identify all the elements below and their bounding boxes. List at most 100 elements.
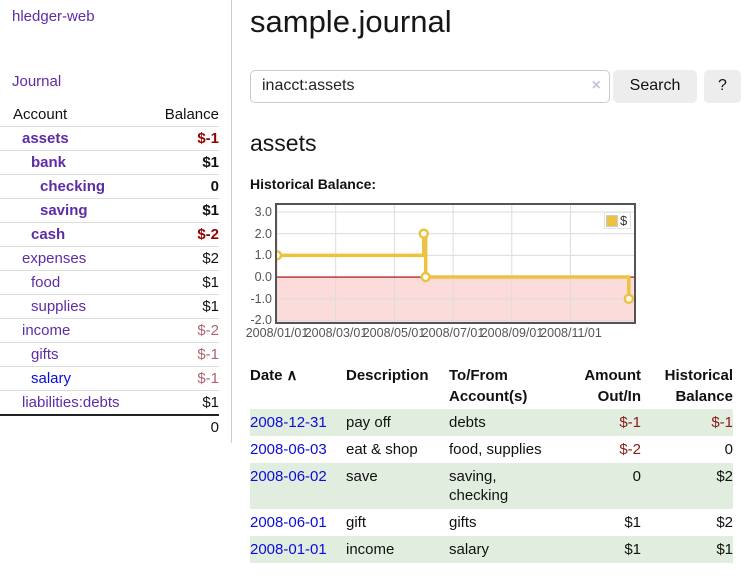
register-row: 2008-06-02 save saving, checking 0 $2 xyxy=(250,463,733,510)
account-row-bank: bank $1 xyxy=(0,150,219,175)
search-form: × Search ? xyxy=(250,69,742,103)
account-balance: $1 xyxy=(150,198,219,223)
transaction-date-link[interactable]: 2008-01-01 xyxy=(250,541,327,559)
account-link-assets[interactable]: assets xyxy=(22,130,69,147)
transaction-description: income xyxy=(346,541,395,559)
account-row-supplies: supplies $1 xyxy=(0,294,219,319)
account-link-cash[interactable]: cash xyxy=(31,226,66,243)
account-balance: $1 xyxy=(150,150,219,175)
transaction-accounts: gifts xyxy=(449,514,477,532)
transaction-balance: $2 xyxy=(716,468,733,486)
transaction-balance: 0 xyxy=(724,441,733,459)
clear-search-icon[interactable]: × xyxy=(591,76,601,94)
y-tick-label: 0.0 xyxy=(254,270,272,285)
chart-title-label: Historical Balance: xyxy=(250,176,377,193)
help-button[interactable]: ? xyxy=(704,69,741,103)
search-button[interactable]: Search xyxy=(613,69,697,103)
y-tick-label: 3.0 xyxy=(254,205,272,220)
register-header-balance: Historical Balance xyxy=(664,367,733,406)
y-tick-label: 1.0 xyxy=(254,248,272,263)
plot-border xyxy=(275,203,636,325)
account-balance: $-2 xyxy=(150,318,219,343)
data-point-marker xyxy=(623,293,635,305)
transaction-balance: $1 xyxy=(716,541,733,559)
sidebar-item-journal[interactable]: Journal xyxy=(12,73,62,90)
transaction-accounts: salary xyxy=(449,541,490,559)
account-balance: $-2 xyxy=(150,222,219,247)
account-link-expenses[interactable]: expenses xyxy=(22,250,87,267)
chart-plot-area xyxy=(275,203,636,325)
account-link-income[interactable]: income xyxy=(22,322,71,339)
x-tick-label: 2008/03/01 xyxy=(304,326,368,341)
account-balance: $2 xyxy=(150,246,219,271)
account-link-checking[interactable]: checking xyxy=(40,178,106,195)
accounts-header-row: Account Balance xyxy=(0,103,219,127)
transaction-amount: 0 xyxy=(632,468,641,486)
register-row: 2008-06-03 eat & shop food, supplies $-2… xyxy=(250,436,733,463)
account-row-salary: salary $-1 xyxy=(0,366,219,391)
register-table: Date ∧ Description To/From Account(s) Amo… xyxy=(250,363,733,564)
account-link-gifts[interactable]: gifts xyxy=(31,346,59,363)
account-row-checking: checking 0 xyxy=(0,174,219,199)
accounts-header-balance: Balance xyxy=(150,103,219,127)
account-link-salary[interactable]: salary xyxy=(31,370,72,387)
account-link-bank[interactable]: bank xyxy=(31,154,67,171)
account-row-food: food $1 xyxy=(0,270,219,295)
transaction-description: eat & shop xyxy=(346,441,418,459)
transaction-amount: $-2 xyxy=(619,441,641,459)
transaction-accounts: debts xyxy=(449,414,486,432)
account-balance: $-1 xyxy=(150,342,219,367)
accounts-total-row: 0 xyxy=(0,414,219,439)
legend-label: $ xyxy=(620,213,628,229)
account-link-saving[interactable]: saving xyxy=(40,202,88,219)
negative-region xyxy=(277,277,634,323)
account-link-food[interactable]: food xyxy=(31,274,61,291)
transaction-date-link[interactable]: 2008-06-03 xyxy=(250,441,327,459)
account-row-gifts: gifts $-1 xyxy=(0,342,219,367)
account-heading: assets xyxy=(250,129,317,156)
register-row: 2008-06-01 gift gifts $1 $2 xyxy=(250,509,733,536)
page-title: sample.journal xyxy=(250,4,452,39)
transaction-date-link[interactable]: 2008-06-01 xyxy=(250,514,327,532)
account-row-assets: assets $-1 xyxy=(0,126,219,151)
y-tick-label: -1.0 xyxy=(250,292,272,307)
transaction-description: gift xyxy=(346,514,367,532)
legend-swatch-icon xyxy=(606,214,618,227)
y-tick-label: 2.0 xyxy=(254,227,272,242)
account-balance: $1 xyxy=(202,394,219,411)
data-point-marker xyxy=(418,228,429,239)
transaction-accounts: saving, checking xyxy=(449,468,509,505)
transaction-amount: $1 xyxy=(624,541,641,559)
register-header-date[interactable]: Date ∧ xyxy=(250,367,298,385)
x-tick-label: 2008/05/01 xyxy=(362,326,426,341)
register-row: 2008-01-01 income salary $1 $1 xyxy=(250,536,733,564)
historical-balance-chart: 3.0 2.0 1.0 0.0 -1.0 -2.0 2008/01/01 2008/03/0… xyxy=(246,203,742,343)
x-tick-label: 2008/09/01 xyxy=(480,326,544,341)
data-point-marker xyxy=(420,271,431,283)
transaction-balance: $2 xyxy=(716,514,733,532)
transaction-amount: $1 xyxy=(624,514,641,532)
transaction-description: save xyxy=(346,468,378,486)
account-balance: $1 xyxy=(150,294,219,319)
transaction-description: pay off xyxy=(346,414,391,432)
account-row-income: income $-2 xyxy=(0,318,219,343)
account-balance: $-1 xyxy=(150,126,219,151)
account-link-supplies[interactable]: supplies xyxy=(31,298,87,315)
sidebar: hledger-web Journal Account Balance asse… xyxy=(0,0,232,443)
transaction-date-link[interactable]: 2008-06-02 xyxy=(250,468,327,486)
y-tick-label: -2.0 xyxy=(250,313,272,328)
account-row-saving: saving $1 xyxy=(0,198,219,223)
transaction-amount: $-1 xyxy=(619,414,641,432)
search-input[interactable] xyxy=(250,69,610,103)
x-tick-label: 2008/07/01 xyxy=(421,326,485,341)
account-row-liabilities-debts: liabilities:debts $1 xyxy=(0,391,219,416)
transaction-date-link[interactable]: 2008-12-31 xyxy=(250,414,327,432)
account-balance: $-1 xyxy=(150,366,219,391)
account-row-expenses: expenses $2 xyxy=(0,246,219,271)
account-link-liabilities-debts[interactable]: liabilities:debts xyxy=(22,394,120,411)
main-content: sample.journal × Search ? assets Histori… xyxy=(246,0,742,564)
app-brand-link[interactable]: hledger-web xyxy=(12,8,95,25)
register-header-row: Date ∧ Description To/From Account(s) Amo… xyxy=(250,363,733,409)
register-header-amount: Amount Out/In xyxy=(584,367,641,406)
register-row: 2008-12-31 pay off debts $-1 $-1 xyxy=(250,409,733,437)
